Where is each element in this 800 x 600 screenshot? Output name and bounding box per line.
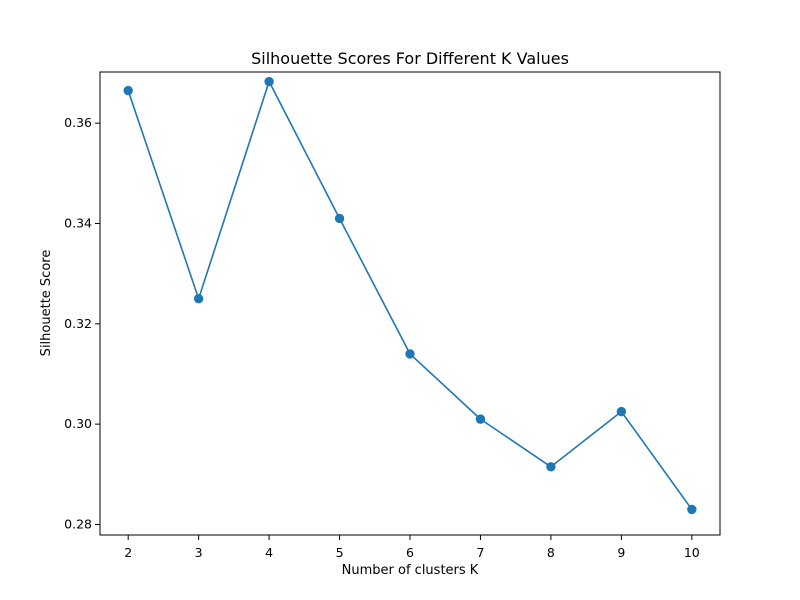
data-point-k-8 [546, 462, 556, 472]
x-tick-label-8: 8 [547, 545, 555, 560]
x-tick-label-10: 10 [684, 545, 700, 560]
y-tick-label-0-34: 0.34 [64, 215, 92, 230]
data-point-k-6 [405, 349, 415, 359]
data-point-k-5 [334, 213, 345, 224]
x-tick-label-9: 9 [617, 545, 625, 560]
data-point-k-10 [687, 504, 697, 515]
data-point-k-2 [123, 85, 133, 96]
y-tick-label-0-32: 0.32 [64, 316, 92, 331]
y-tick-label-0-28: 0.28 [64, 516, 92, 531]
x-axis-ticks: 2 3 4 5 6 7 8 9 10 [124, 535, 700, 560]
y-tick-label-0-36: 0.36 [64, 115, 92, 130]
y-axis-ticks: 0.28 0.30 0.32 0.34 0.36 [64, 115, 100, 531]
x-tick-label-3: 3 [195, 545, 203, 560]
x-tick-label-5: 5 [336, 545, 344, 560]
data-point-k-4 [264, 76, 274, 87]
x-tick-label-6: 6 [406, 545, 414, 560]
x-tick-label-4: 4 [265, 545, 273, 560]
x-tick-label-7: 7 [476, 545, 484, 560]
y-axis-label: Silhouette Score [39, 250, 54, 357]
x-tick-label-2: 2 [124, 545, 132, 560]
y-tick-label-0-3: 0.30 [64, 416, 92, 431]
x-axis-label: Number of clusters K [342, 563, 479, 578]
data-point-k-9 [616, 406, 627, 417]
chart-title: Silhouette Scores For Different K Values [251, 49, 569, 68]
data-point-k-7 [475, 414, 486, 424]
data-point-k-3 [193, 294, 204, 304]
plot-content [123, 76, 697, 515]
